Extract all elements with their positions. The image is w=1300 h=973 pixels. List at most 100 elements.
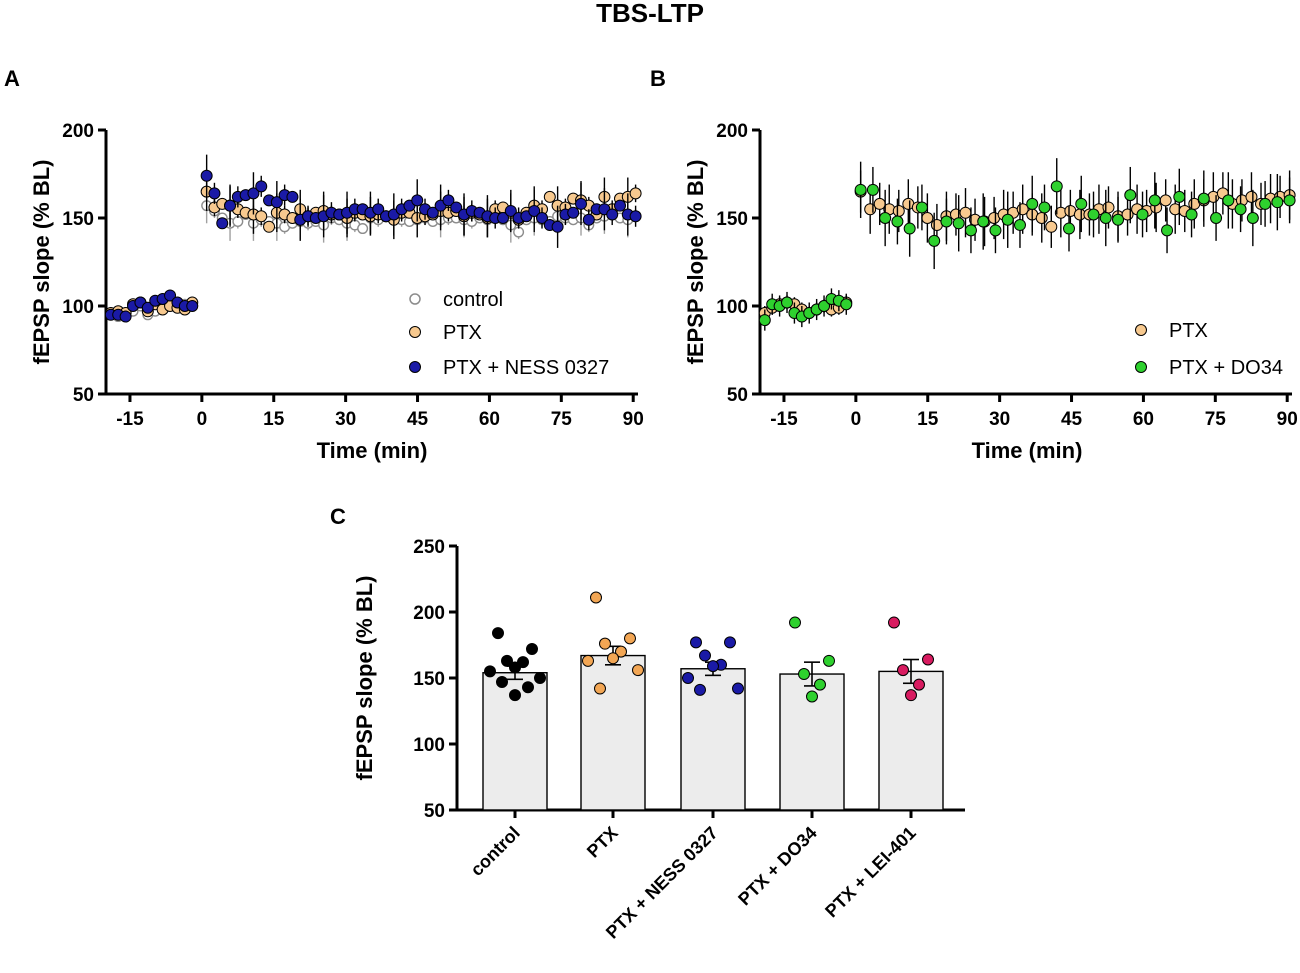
- panel-c-dot: [724, 636, 736, 649]
- panel-b-point-do34: [1197, 192, 1210, 205]
- panel-c-dot: [615, 645, 627, 658]
- panel-a-point-ness: [119, 310, 132, 323]
- legend-label-ptx-b: PTX: [1169, 320, 1208, 342]
- panel-a-xtick-label: -15: [116, 409, 144, 430]
- panel-a-point-ptx: [263, 220, 276, 233]
- panel-b-point-do34: [854, 183, 867, 196]
- panel-c-dot: [690, 636, 702, 649]
- panel-b-point-do34: [1087, 208, 1100, 221]
- panel-b-point-do34: [1124, 189, 1137, 202]
- panel-a-point-ptx: [629, 187, 642, 200]
- panel-c-dot: [501, 654, 513, 667]
- panel-b-xtick-label: 0: [851, 409, 862, 430]
- panel-a-point-control: [513, 226, 525, 238]
- panel-a-xtick-label: 30: [335, 409, 356, 430]
- panel-b-point-do34: [1210, 212, 1223, 224]
- legend-marker-ptx: [409, 326, 421, 338]
- panel-c-dot: [732, 682, 744, 695]
- panel-a-point-ness: [186, 300, 199, 312]
- panel-a-point-ness: [504, 204, 517, 217]
- panel-b-point-do34: [1222, 194, 1235, 207]
- panel-c-dot: [492, 627, 504, 640]
- panel-b-point-do34: [1050, 180, 1063, 193]
- panel-b-point-do34: [964, 224, 977, 237]
- panel-c-dot: [913, 678, 925, 691]
- panel-a-series-ptx: [104, 172, 642, 320]
- panel-c-dot: [599, 637, 611, 650]
- panel-a-ylabel: fEPSP slope (% BL): [29, 160, 54, 365]
- panel-c-dot: [888, 616, 900, 629]
- panel-a-point-ness: [614, 199, 627, 212]
- panel-c-dot: [694, 683, 706, 696]
- panel-a-point-ness: [286, 190, 299, 203]
- panel-b-point-ptx: [1035, 212, 1048, 224]
- panel-b-xtick-label: 60: [1133, 409, 1154, 430]
- panel-b-point-do34: [1075, 197, 1088, 210]
- panel-b-point-do34: [915, 201, 928, 214]
- panel-b-xtick-label: -15: [770, 409, 798, 430]
- panel-a-legend: control PTX PTX + NESS 0327: [409, 289, 609, 379]
- legend-marker-ptx-b: [1135, 324, 1147, 336]
- panel-b-point-do34: [1246, 212, 1259, 224]
- panel-c-dot: [484, 665, 496, 678]
- panel-b-point-do34: [903, 222, 916, 235]
- panel-a-point-ness: [372, 203, 385, 216]
- panel-b-point-do34: [1234, 203, 1247, 216]
- panel-b-series-do34: [758, 158, 1296, 331]
- legend-marker-do34: [1135, 361, 1147, 373]
- panel-a-xtick-label: 90: [623, 409, 644, 430]
- panel-c-dot: [632, 664, 644, 677]
- legend-label-ptx: PTX: [443, 322, 482, 344]
- panel-b-point-do34: [1136, 208, 1149, 221]
- panel-a-xlabel: Time (min): [317, 438, 428, 463]
- panel-c-dot: [509, 661, 521, 674]
- panel-b-point-do34: [1062, 222, 1075, 235]
- panel-b-point-do34: [891, 215, 904, 228]
- panel-c-category-label: PTX + NESS 0327: [602, 823, 722, 943]
- panel-b-point-ptx: [921, 212, 934, 224]
- panel-c-dot: [806, 690, 818, 703]
- panel-a-point-ness: [551, 220, 564, 233]
- panel-b-point-do34: [977, 215, 990, 228]
- panel-b-point-do34: [1026, 197, 1039, 210]
- panel-c: C fEPSP slope (% BL) 50 100 150 200 250 contr…: [330, 504, 965, 943]
- panel-c-ytick-label: 150: [413, 669, 445, 690]
- panel-a-ytick-label: 100: [62, 297, 94, 318]
- panel-a-point-ness: [200, 169, 213, 182]
- panel-a-point-ness: [255, 180, 268, 193]
- legend-label-ness: PTX + NESS 0327: [443, 357, 609, 379]
- panel-c-dot: [590, 591, 602, 604]
- panel-b-xtick-label: 15: [917, 409, 939, 430]
- panel-c-ylabel: fEPSP slope (% BL): [352, 576, 377, 781]
- panel-c-dot: [682, 672, 694, 684]
- panel-a-plot: 50 100 150 200 -15 0 15 30 45 60 75 90: [62, 121, 643, 430]
- panel-a-point-ness: [216, 217, 229, 230]
- legend-marker-control: [409, 293, 421, 305]
- panel-b-point-do34: [1259, 197, 1272, 210]
- panel-a-point-ness: [629, 210, 642, 223]
- figure-title: TBS-LTP: [596, 0, 704, 28]
- panel-c-dot: [624, 632, 636, 645]
- panel-c-ytick-label: 50: [424, 801, 445, 822]
- panel-c-ytick-label: 200: [413, 603, 445, 624]
- panel-a-point-control: [357, 223, 369, 235]
- panel-c-dot: [509, 689, 521, 702]
- panel-b-point-do34: [1013, 219, 1026, 232]
- panel-c-category-label: PTX + LEI-401: [821, 823, 920, 922]
- panel-c-dot: [496, 675, 508, 688]
- panel-b-point-do34: [1001, 213, 1014, 226]
- panel-b-ytick-label: 150: [716, 209, 748, 230]
- panel-c-label: C: [330, 504, 346, 529]
- panel-b-point-do34: [818, 300, 831, 312]
- panel-a-point-ness: [411, 194, 424, 207]
- panel-c-dot: [699, 649, 711, 662]
- panel-a-point-ness: [224, 199, 237, 212]
- panel-c-dot: [798, 668, 810, 681]
- panel-b-point-do34: [1283, 194, 1296, 207]
- panel-b-point-do34: [1161, 224, 1174, 237]
- panel-c-dot: [607, 652, 619, 665]
- panel-b-point-do34: [1185, 208, 1198, 221]
- panel-a-point-ness: [582, 213, 595, 226]
